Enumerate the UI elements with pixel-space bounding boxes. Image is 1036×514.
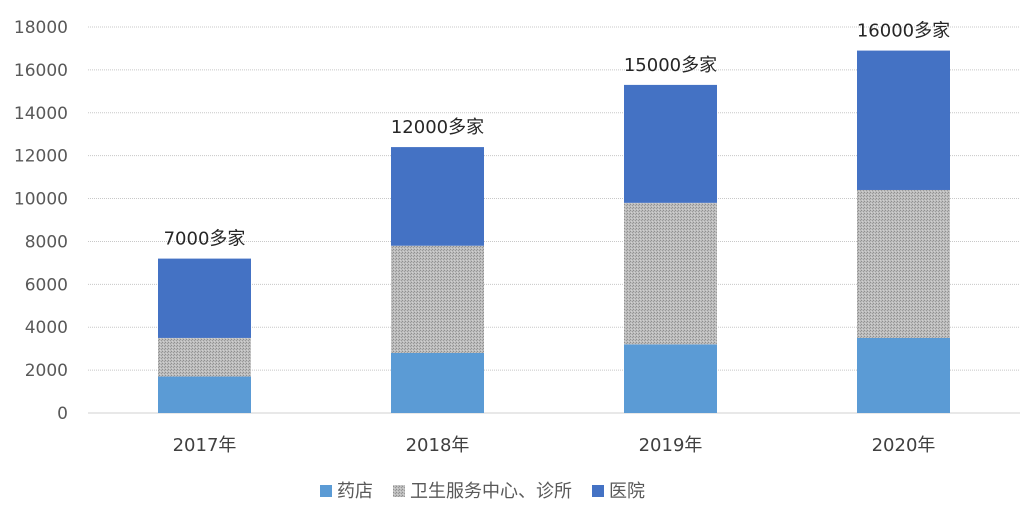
y-tick-label: 4000 — [25, 318, 68, 338]
x-axis: 2017年 2018年 2019年 2020年 — [173, 435, 936, 456]
bar-segment — [624, 202, 717, 345]
data-labels: 7000多家 12000多家 15000多家 16000多家 — [164, 21, 951, 250]
legend-swatch — [393, 485, 405, 497]
y-tick-label: 2000 — [25, 361, 68, 381]
legend-label: 医院 — [609, 481, 645, 502]
bar-segment — [857, 189, 950, 338]
y-tick-label: 10000 — [14, 190, 68, 210]
legend-swatch — [592, 485, 604, 497]
y-tick-label: 14000 — [14, 104, 68, 124]
legend: 药店 卫生服务中心、诊所 医院 — [320, 481, 645, 502]
y-tick-label: 16000 — [14, 61, 68, 81]
bar-segment — [624, 344, 717, 413]
y-axis: 0 2000 4000 6000 8000 10000 12000 14000 16000 180… — [14, 18, 68, 424]
bar-segment — [158, 337, 251, 377]
x-tick-label: 2019年 — [639, 435, 703, 456]
bar-segment — [857, 337, 950, 413]
bar-segment — [624, 84, 717, 203]
x-tick-label: 2017年 — [173, 435, 237, 456]
x-tick-label: 2020年 — [872, 435, 936, 456]
y-tick-label: 18000 — [14, 18, 68, 38]
data-label: 15000多家 — [624, 55, 717, 76]
legend-label: 卫生服务中心、诊所 — [410, 481, 572, 502]
y-tick-label: 8000 — [25, 232, 68, 252]
bar-segment — [391, 352, 484, 413]
bar-segment — [857, 50, 950, 190]
legend-label: 药店 — [337, 481, 373, 502]
bar-segment — [391, 147, 484, 246]
y-tick-label: 12000 — [14, 147, 68, 167]
legend-swatch — [320, 485, 332, 497]
bars — [158, 50, 950, 413]
data-label: 12000多家 — [391, 117, 484, 138]
data-label: 7000多家 — [164, 229, 246, 250]
bar-segment — [391, 245, 484, 353]
y-tick-label: 6000 — [25, 275, 68, 295]
y-tick-label: 0 — [57, 404, 68, 424]
x-tick-label: 2018年 — [406, 435, 470, 456]
bar-segment — [158, 258, 251, 338]
bar-segment — [158, 376, 251, 413]
data-label: 16000多家 — [857, 21, 950, 42]
